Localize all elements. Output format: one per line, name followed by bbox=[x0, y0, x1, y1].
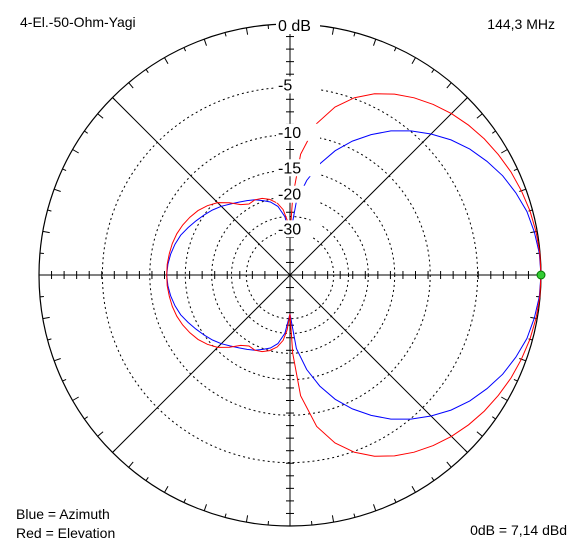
angle-tick-40 bbox=[476, 113, 483, 119]
angle-tick-315 bbox=[464, 449, 468, 453]
radial-label-bg-3 bbox=[276, 159, 320, 177]
angle-tick-210 bbox=[72, 396, 79, 401]
peak-marker bbox=[536, 270, 546, 280]
angle-tick-330 bbox=[501, 396, 508, 401]
angle-tick-135 bbox=[112, 97, 116, 101]
legend-azimuth: Blue = Azimuth bbox=[16, 506, 110, 522]
angle-tick-125 bbox=[145, 69, 149, 73]
angle-tick-195 bbox=[47, 338, 52, 341]
series-elevation bbox=[166, 93, 542, 457]
angle-tick-110 bbox=[203, 38, 207, 46]
angle-tick-325 bbox=[492, 416, 496, 420]
angle-tick-130 bbox=[128, 82, 134, 89]
angle-tick-70 bbox=[373, 38, 377, 46]
angle-tick-145 bbox=[84, 130, 88, 134]
pattern-series bbox=[166, 93, 542, 457]
angle-tick-190 bbox=[42, 316, 50, 320]
angle-tick-50 bbox=[446, 82, 452, 89]
angle-tick-75 bbox=[353, 32, 356, 37]
angle-tick-30 bbox=[501, 149, 508, 154]
angle-tick-60 bbox=[411, 57, 416, 64]
angle-tick-200 bbox=[53, 358, 61, 362]
radial-label-1: -5 bbox=[278, 77, 292, 94]
angle-tick-55 bbox=[431, 69, 435, 73]
angle-tick-225 bbox=[112, 449, 116, 453]
angle-tick-215 bbox=[84, 416, 88, 420]
radial-label-bg-1 bbox=[276, 76, 320, 94]
angle-tick-140 bbox=[97, 113, 104, 119]
radial-label-3: -15 bbox=[278, 160, 301, 177]
angle-tick-310 bbox=[446, 461, 452, 468]
angle-tick-25 bbox=[513, 168, 518, 172]
frequency-label: 144,3 MHz bbox=[487, 16, 555, 32]
angle-tick-65 bbox=[393, 47, 397, 52]
angle-tick-335 bbox=[513, 378, 518, 382]
polar-grid bbox=[38, 23, 542, 527]
angle-tick-45 bbox=[464, 97, 468, 101]
angle-tick-235 bbox=[145, 477, 149, 481]
radial-label-4: -20 bbox=[278, 187, 301, 204]
angle-tick-285 bbox=[353, 513, 356, 518]
angle-tick-15 bbox=[528, 209, 533, 212]
angle-tick-220 bbox=[97, 431, 104, 437]
angle-tick-150 bbox=[72, 149, 79, 154]
legend-elevation: Red = Elevation bbox=[16, 525, 116, 541]
angle-tick-105 bbox=[224, 32, 227, 37]
angle-tick-170 bbox=[42, 230, 50, 234]
angle-tick-240 bbox=[164, 486, 169, 493]
angle-tick-165 bbox=[47, 209, 52, 212]
angle-tick-155 bbox=[62, 168, 67, 172]
angle-tick-120 bbox=[164, 57, 169, 64]
radial-label-bg-0 bbox=[276, 17, 320, 34]
radial-label-0: 0 dB bbox=[278, 18, 311, 35]
angle-tick-245 bbox=[183, 498, 187, 503]
angle-tick-280 bbox=[331, 515, 335, 523]
antenna-name: 4-El.-50-Ohm-Yagi bbox=[20, 14, 136, 30]
radial-label-2: -10 bbox=[278, 125, 301, 142]
angle-tick-255 bbox=[224, 513, 227, 518]
angle-tick-320 bbox=[476, 431, 483, 437]
radial-label-bg-4 bbox=[276, 185, 320, 203]
angle-tick-295 bbox=[393, 498, 397, 503]
angle-tick-340 bbox=[519, 358, 527, 362]
angle-tick-345 bbox=[528, 338, 533, 341]
angle-tick-290 bbox=[373, 504, 377, 512]
radial-label-5: -30 bbox=[278, 221, 301, 238]
angle-tick-80 bbox=[331, 27, 335, 35]
angle-tick-230 bbox=[128, 461, 134, 468]
radial-label-bg-2 bbox=[276, 123, 320, 141]
angle-tick-260 bbox=[245, 515, 249, 523]
angle-tick-100 bbox=[245, 27, 249, 35]
radial-label-bg-5 bbox=[276, 220, 320, 238]
radial-labels: 0 dB -5 -10 -15 -20 -30 bbox=[276, 17, 320, 238]
reference-level: 0dB = 7,14 dBd bbox=[470, 522, 567, 538]
angle-tick-305 bbox=[431, 477, 435, 481]
angle-tick-160 bbox=[53, 188, 61, 192]
angle-tick-115 bbox=[183, 47, 187, 52]
angle-tick-250 bbox=[203, 504, 207, 512]
angle-tick-205 bbox=[62, 378, 67, 382]
angle-tick-20 bbox=[519, 188, 527, 192]
angle-tick-300 bbox=[411, 486, 416, 493]
angle-tick-35 bbox=[492, 130, 496, 134]
